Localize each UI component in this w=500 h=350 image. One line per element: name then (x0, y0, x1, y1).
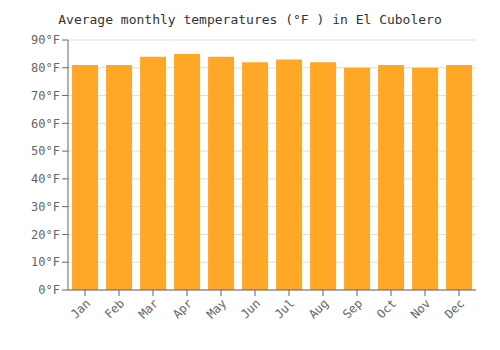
svg-text:40°F: 40°F (31, 172, 60, 186)
svg-text:Jul: Jul (272, 296, 297, 321)
svg-text:10°F: 10°F (31, 255, 60, 269)
svg-text:80°F: 80°F (31, 61, 60, 75)
html-text:Average monthly temperatures (: Average monthly temperatures (°F ) in El… (58, 12, 442, 27)
svg-text:Apr: Apr (170, 296, 195, 321)
svg-text:Sep: Sep (340, 296, 365, 321)
svg-text:90°F: 90°F (31, 33, 60, 47)
svg-text:Mar: Mar (136, 296, 161, 321)
svg-text:May: May (204, 296, 229, 321)
svg-text:70°F: 70°F (31, 89, 60, 103)
svg-text:60°F: 60°F (31, 117, 60, 131)
svg-text:30°F: 30°F (31, 200, 60, 214)
svg-text:Jun: Jun (238, 296, 263, 321)
svg-text:Jan: Jan (68, 296, 93, 321)
svg-text:Dec: Dec (442, 296, 467, 321)
svg-text:50°F: 50°F (31, 144, 60, 158)
svg-text:Oct: Oct (374, 296, 399, 321)
svg-text:20°F: 20°F (31, 228, 60, 242)
svg-text:0°F: 0°F (38, 283, 60, 297)
svg-text:Aug: Aug (306, 296, 331, 321)
svg-text:Nov: Nov (408, 296, 433, 321)
svg-text:Feb: Feb (102, 296, 127, 321)
